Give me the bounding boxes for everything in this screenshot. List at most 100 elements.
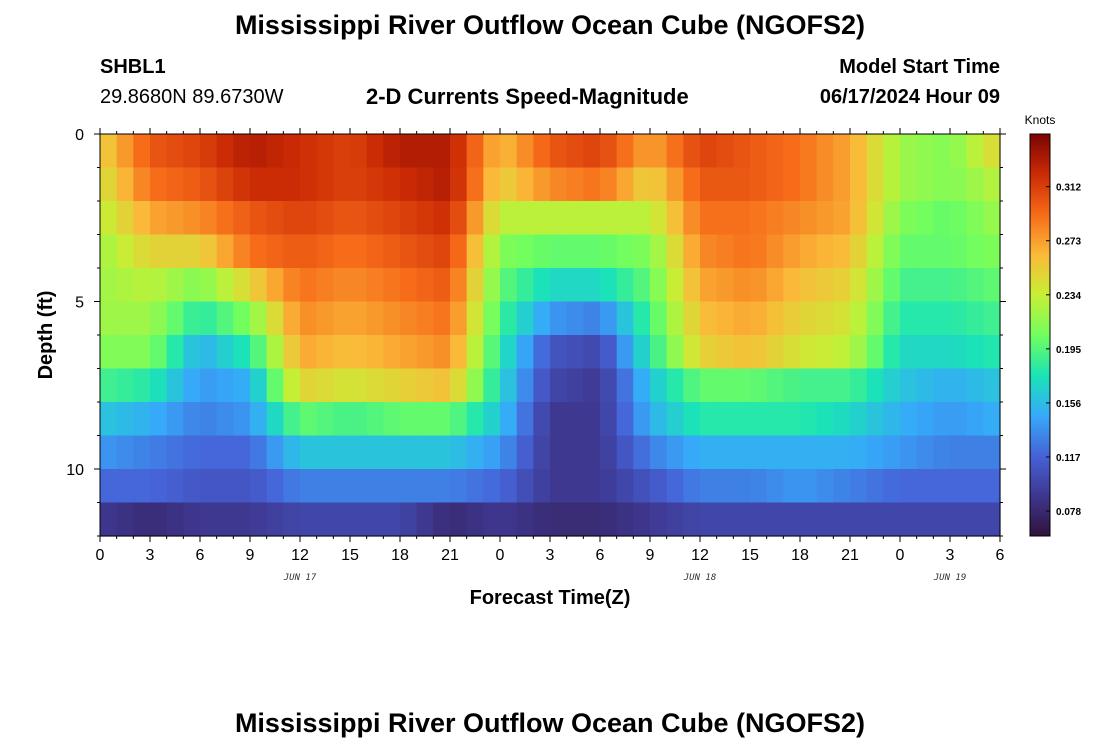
heatmap-cell <box>233 234 251 269</box>
heatmap-cell <box>383 201 401 236</box>
x-tick-label: 9 <box>646 547 655 564</box>
heatmap-cell <box>400 268 418 303</box>
heatmap-cell <box>550 234 568 269</box>
heatmap-cell <box>816 268 834 303</box>
heatmap-cell <box>283 268 301 303</box>
heatmap-cell <box>683 502 701 537</box>
heatmap-cell <box>100 268 118 303</box>
heatmap-cell <box>866 201 884 236</box>
heatmap-cell <box>916 402 934 437</box>
heatmap-cell <box>750 435 768 470</box>
heatmap-cell <box>150 368 168 403</box>
heatmap-cell <box>216 402 234 437</box>
heatmap-cell <box>466 502 484 537</box>
heatmap-cell <box>366 201 384 236</box>
heatmap-cell <box>416 301 434 336</box>
heatmap-cell <box>983 335 1001 370</box>
heatmap-cell <box>866 402 884 437</box>
heatmap-cell <box>483 435 501 470</box>
y-axis-title: Depth (ft) <box>35 291 57 380</box>
heatmap-cell <box>250 469 268 504</box>
heatmap-cell <box>833 234 851 269</box>
heatmap-cell <box>983 435 1001 470</box>
heatmap-cell <box>366 435 384 470</box>
colorbar-unit: Knots <box>1025 113 1056 127</box>
heatmap-cell <box>700 234 718 269</box>
heatmap-cell <box>933 301 951 336</box>
heatmap-cell <box>650 234 668 269</box>
heatmap-cell <box>633 268 651 303</box>
heatmap-cell <box>300 268 318 303</box>
heatmap-cell <box>300 335 318 370</box>
heatmap-cell <box>266 368 284 403</box>
heatmap-cell <box>533 201 551 236</box>
heatmap-cell <box>433 502 451 537</box>
heatmap-cell <box>950 335 968 370</box>
heatmap-cell <box>833 502 851 537</box>
heatmap-cell <box>766 435 784 470</box>
heatmap-cell <box>783 335 801 370</box>
heatmap-cell <box>983 368 1001 403</box>
heatmap-cell <box>200 167 218 202</box>
heatmap-cell <box>566 234 584 269</box>
heatmap-cell <box>166 268 184 303</box>
heatmap-cell <box>283 167 301 202</box>
heatmap-cell <box>700 301 718 336</box>
colorbar-tick-label: 0.195 <box>1056 345 1081 356</box>
heatmap-cell <box>366 167 384 202</box>
heatmap-cell <box>466 134 484 169</box>
heatmap-cell <box>816 368 834 403</box>
heatmap-cell <box>333 301 351 336</box>
heatmap-cell <box>983 301 1001 336</box>
heatmap-cell <box>166 335 184 370</box>
heatmap-cell <box>233 301 251 336</box>
heatmap-cell <box>366 268 384 303</box>
heatmap-cell <box>483 201 501 236</box>
heatmap-cell <box>383 469 401 504</box>
heatmap-cell <box>100 201 118 236</box>
heatmap-cell <box>933 402 951 437</box>
heatmap-cell <box>333 134 351 169</box>
x-tick-label: 0 <box>896 547 905 564</box>
heatmap-cell <box>366 301 384 336</box>
heatmap-cell <box>200 502 218 537</box>
heatmap-cell <box>250 402 268 437</box>
heatmap-cell <box>933 234 951 269</box>
heatmap-cell <box>950 368 968 403</box>
heatmap-cell <box>816 201 834 236</box>
heatmap-cell <box>466 469 484 504</box>
heatmap-cell <box>650 402 668 437</box>
heatmap-cell <box>416 167 434 202</box>
heatmap-cell <box>250 134 268 169</box>
x-tick-label: 15 <box>341 547 359 564</box>
heatmap-cell <box>283 234 301 269</box>
heatmap-cell <box>250 234 268 269</box>
heatmap-cell <box>383 435 401 470</box>
heatmap-cell <box>816 469 834 504</box>
heatmap-cell <box>350 502 368 537</box>
heatmap-cell <box>683 301 701 336</box>
heatmap-cell <box>633 469 651 504</box>
heatmap-cell <box>933 268 951 303</box>
heatmap-cell <box>633 335 651 370</box>
colorbar-tick-label: 0.078 <box>1056 507 1081 518</box>
heatmap-cell <box>700 201 718 236</box>
colorbar-tick-label: 0.117 <box>1056 453 1081 464</box>
heatmap-cell <box>783 301 801 336</box>
heatmap-cell <box>350 402 368 437</box>
heatmap-cell <box>583 402 601 437</box>
heatmap-cell <box>750 502 768 537</box>
heatmap-cell <box>950 402 968 437</box>
heatmap-cell <box>333 402 351 437</box>
heatmap-cell <box>516 268 534 303</box>
heatmap-cell <box>416 402 434 437</box>
heatmap-cell <box>850 435 868 470</box>
heatmap-cell <box>633 234 651 269</box>
heatmap-cell <box>666 234 684 269</box>
heatmap-cell <box>483 268 501 303</box>
y-axis: 0 5 10 <box>66 127 1006 537</box>
heatmap-cell <box>800 469 818 504</box>
y-tick-label: 10 <box>66 462 84 479</box>
heatmap-cell <box>683 402 701 437</box>
heatmap-cell <box>733 234 751 269</box>
